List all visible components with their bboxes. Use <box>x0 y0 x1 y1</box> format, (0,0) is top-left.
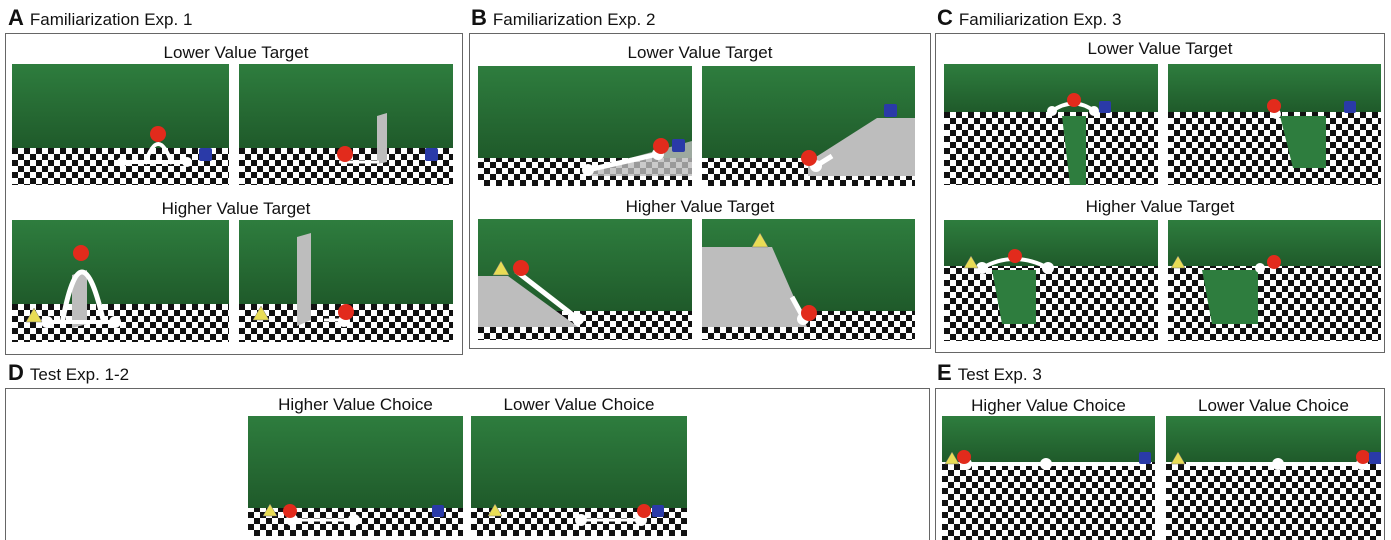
panel-d-left-title: Higher Value Choice <box>278 395 433 414</box>
target-yellow-icon <box>963 255 979 269</box>
agent-red-icon <box>337 146 353 162</box>
target-blue-icon <box>1344 101 1356 113</box>
agent-red-icon <box>957 450 971 464</box>
panel-d-label: D Test Exp. 1-2 <box>8 360 130 385</box>
target-yellow-icon <box>751 232 769 248</box>
scene-d1 <box>248 416 463 536</box>
agent-red-icon <box>801 150 817 166</box>
scene-c1 <box>944 64 1158 185</box>
panel-d-right-title: Lower Value Choice <box>503 395 655 414</box>
panel-e-right-title: Lower Value Choice <box>1198 396 1349 415</box>
target-yellow-icon <box>252 305 270 321</box>
scene-a2 <box>239 64 453 185</box>
target-blue-icon <box>432 505 444 517</box>
target-yellow-icon <box>944 451 960 465</box>
target-blue-icon <box>199 148 212 161</box>
agent-red-icon <box>1356 450 1370 464</box>
panel-d-box <box>5 388 930 540</box>
target-yellow-icon <box>262 503 278 517</box>
target-blue-icon <box>672 139 685 152</box>
target-blue-icon <box>1369 452 1381 464</box>
scene-c4 <box>1168 220 1381 341</box>
agent-red-icon <box>1067 93 1081 107</box>
agent-red-icon <box>1008 249 1022 263</box>
scene-b2 <box>702 66 915 186</box>
scene-c2 <box>1168 64 1381 185</box>
scene-b3 <box>478 219 692 340</box>
scene-a3 <box>12 220 229 342</box>
panel-b-upper-title: Lower Value Target <box>627 43 773 62</box>
scene-e2 <box>1166 416 1381 540</box>
scene-c3 <box>944 220 1158 341</box>
agent-red-icon <box>150 126 166 142</box>
target-yellow-icon <box>492 260 510 276</box>
panel-c-upper-title: Lower Value Target <box>1087 39 1233 58</box>
panel-b-lower-title: Higher Value Target <box>625 197 775 216</box>
target-yellow-icon <box>25 307 43 323</box>
panel-a-label: A Familiarization Exp. 1 <box>8 5 193 30</box>
agent-red-icon <box>338 304 354 320</box>
panel-c-label: C Familiarization Exp. 3 <box>937 5 1122 30</box>
target-blue-icon <box>1139 452 1151 464</box>
scene-d2 <box>471 416 687 536</box>
panel-a-lower-title: Higher Value Target <box>161 199 311 218</box>
agent-red-icon <box>513 260 529 276</box>
panel-b-label: B Familiarization Exp. 2 <box>471 5 656 30</box>
target-yellow-icon <box>1170 451 1186 465</box>
target-yellow-icon <box>1170 255 1186 269</box>
agent-red-icon <box>653 138 669 154</box>
panel-e-label: E Test Exp. 3 <box>937 360 1042 385</box>
target-blue-icon <box>1099 101 1111 113</box>
agent-red-icon <box>283 504 297 518</box>
agent-red-icon <box>637 504 651 518</box>
scene-e1 <box>942 416 1155 540</box>
scene-b1 <box>478 66 692 186</box>
target-blue-icon <box>425 148 438 161</box>
scene-a1 <box>12 64 229 185</box>
agent-red-icon <box>73 245 89 261</box>
panel-a-upper-title: Lower Value Target <box>163 43 309 62</box>
target-blue-icon <box>884 104 897 117</box>
target-yellow-icon <box>487 503 503 517</box>
scene-a4 <box>239 220 453 342</box>
panel-e-left-title: Higher Value Choice <box>971 396 1126 415</box>
agent-red-icon <box>1267 99 1281 113</box>
target-blue-icon <box>652 505 664 517</box>
scene-b4 <box>702 219 915 340</box>
agent-red-icon <box>1267 255 1281 269</box>
panel-c-lower-title: Higher Value Target <box>1085 197 1235 216</box>
agent-red-icon <box>801 305 817 321</box>
